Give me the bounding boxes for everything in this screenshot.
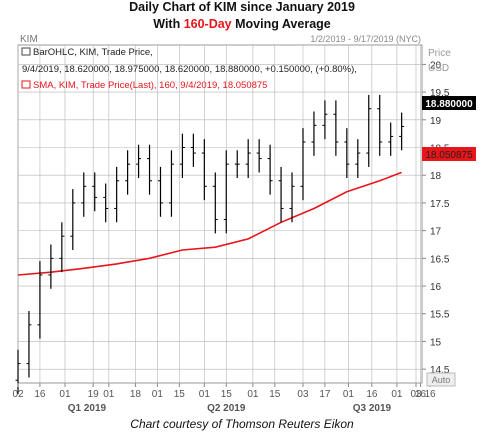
x-tick-label: 19: [88, 389, 100, 400]
last-price-tag: [422, 96, 476, 110]
sma-series: [17, 171, 402, 276]
auto-scale-label: Auto: [432, 375, 451, 385]
chart-title-line1: Daily Chart of KIM since January 2019: [129, 0, 355, 14]
y-tick-label: 16: [430, 282, 442, 293]
y-tick-label: 19: [430, 116, 442, 127]
x-tick-label: 02: [12, 389, 24, 400]
y-tick-label: 17: [430, 227, 442, 238]
y-tick-label: 20: [430, 60, 442, 71]
x-tick-label: 01: [391, 389, 403, 400]
x-tick-label: 01: [59, 389, 71, 400]
auto-scale-button[interactable]: [426, 372, 456, 387]
x-tick-label: 03: [297, 389, 309, 400]
legend-sma-values: SMA, KIM, Trade Price(Last), 160, 9/4/20…: [33, 80, 267, 91]
y-tick-label: 15.5: [430, 310, 450, 321]
quarter-label: Q1 2019: [68, 403, 107, 414]
quarter-label: Q3 2019: [353, 403, 392, 414]
legend-ohlc-values: 9/4/2019, 18.620000, 18.975000, 18.62000…: [22, 64, 357, 75]
y-tick-label: 19.5: [430, 88, 450, 99]
legend: BarOHLC, KIM, Trade Price, 9/4/2019, 18.…: [21, 47, 357, 91]
y-tick-label: 16.5: [430, 254, 450, 265]
x-tick-label: 15: [174, 389, 186, 400]
title-suffix: Moving Average: [231, 17, 331, 31]
x-tick-label: 15: [269, 389, 281, 400]
chart-credit: Chart courtesy of Thomson Reuters Eikon: [130, 417, 354, 431]
sma-line: [17, 171, 402, 276]
legend-ohlc-title: BarOHLC, KIM, Trade Price,: [33, 47, 153, 58]
x-tick-label: 18: [130, 389, 142, 400]
x-tick-label: 01: [343, 389, 355, 400]
y-tick-label: 15: [430, 337, 442, 348]
chart-title-line2: With 160-Day Moving Average: [0, 17, 484, 31]
title-highlight: 160-Day: [183, 17, 232, 31]
title-prefix: With: [153, 17, 184, 31]
ohlc-series: [15, 94, 405, 395]
last-price-value: 18.880000: [425, 99, 473, 110]
x-tick-label: 16: [366, 389, 378, 400]
y-tick-label: 18: [430, 171, 442, 182]
y-tick-label: 17.5: [430, 199, 450, 210]
quarter-label: Q2 2019: [207, 403, 246, 414]
x-tick-label: 01: [152, 389, 164, 400]
x-tick-label: 03: [410, 389, 422, 400]
x-tick-label: 16: [424, 389, 436, 400]
legend-bar-icon: [21, 47, 31, 56]
x-tick-label: 15: [221, 389, 233, 400]
x-tick-label: 17: [319, 389, 331, 400]
x-tick-label: 01: [103, 389, 115, 400]
unit-label-usd: USD: [428, 63, 449, 74]
ticker-label: KIM: [20, 34, 38, 45]
plot-area: [17, 44, 423, 384]
x-tick-label: 01: [199, 389, 211, 400]
x-tick-label: 16: [415, 389, 427, 400]
legend-sma-icon: [21, 80, 31, 89]
x-tick-label: 16: [34, 389, 46, 400]
date-range-label: 1/2/2019 - 9/17/2019 (NYC): [310, 34, 421, 44]
x-tick-label: 01: [247, 389, 259, 400]
unit-label-price: Price: [428, 48, 451, 59]
sma-value-tag: [422, 147, 476, 161]
y-tick-label: 14.5: [430, 365, 450, 376]
sma-value: 18.050875: [425, 150, 473, 161]
